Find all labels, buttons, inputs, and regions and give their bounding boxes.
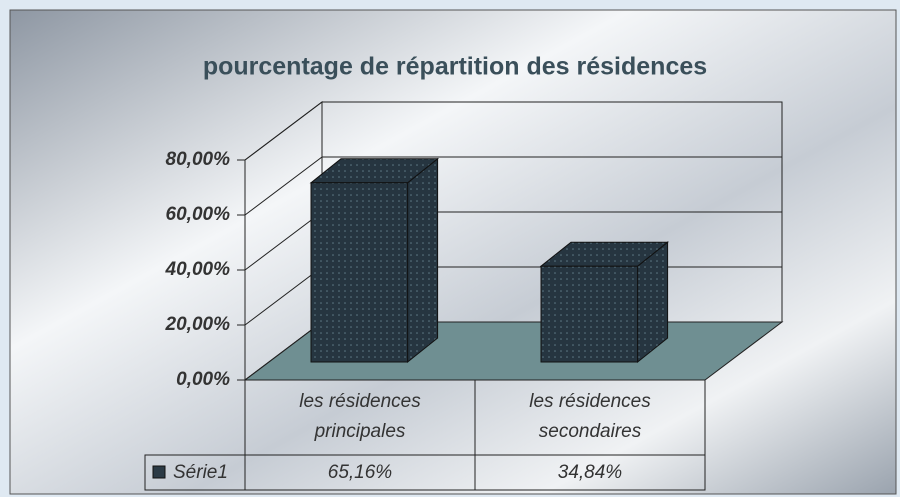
- y-tick-label: 60,00%: [166, 204, 231, 225]
- legend-cell: [144, 454, 246, 491]
- value-label: 34,84%: [558, 462, 623, 483]
- grid-line: [244, 101, 782, 161]
- bar: [539, 241, 670, 364]
- grid-line: [244, 156, 782, 216]
- y-tick-label: 80,00%: [166, 149, 231, 170]
- bar-face: [540, 265, 639, 363]
- y-tick-label: 0,00%: [176, 369, 230, 390]
- category-label: les résidences secondaires: [529, 391, 651, 442]
- y-tick-label: 20,00%: [165, 314, 231, 335]
- bar: [309, 157, 440, 364]
- category-label: les résidences principales: [299, 391, 421, 442]
- y-tick-label: 40,00%: [165, 259, 231, 280]
- chart-title: pourcentage de répartition des résidence…: [203, 53, 707, 81]
- bar-face: [407, 157, 439, 364]
- value-label: 65,16%: [328, 462, 393, 483]
- bar-face: [310, 182, 409, 363]
- legend-label: Série1: [173, 462, 228, 483]
- legend-swatch: [152, 465, 166, 479]
- chart-area: [9, 9, 897, 495]
